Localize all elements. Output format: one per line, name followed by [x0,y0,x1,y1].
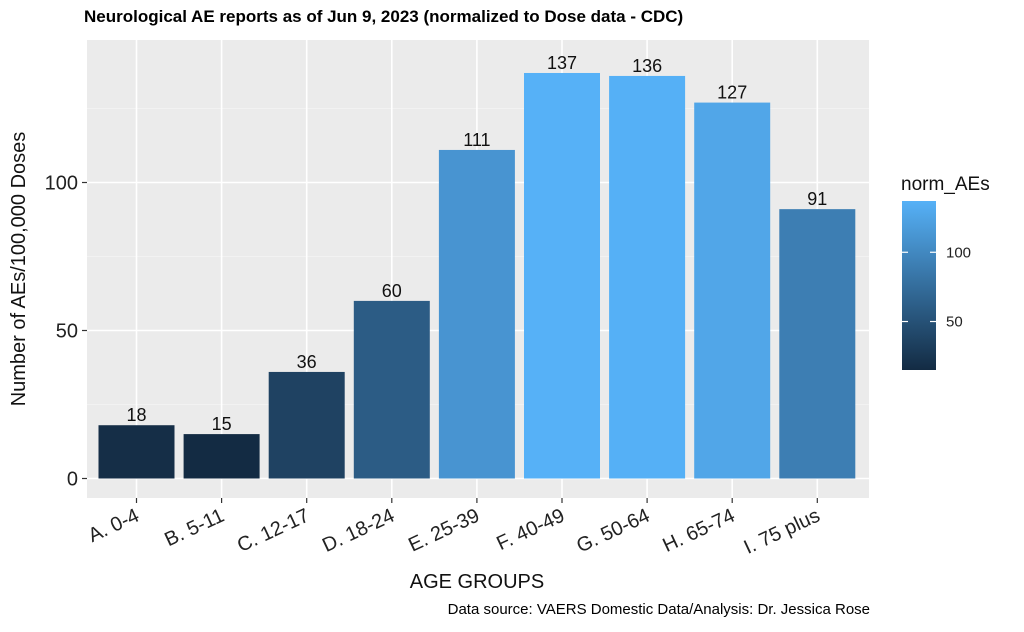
y-tick-label: 50 [56,321,78,343]
bar [98,425,175,479]
data-source-caption: Data source: VAERS Domestic Data/Analysi… [447,601,870,618]
data-label: 60 [382,281,402,301]
legend-tick-label: 50 [946,314,963,331]
x-axis-title: AGE GROUPS [410,571,544,593]
legend-tick-label: 100 [946,244,971,261]
x-tick-label: F. 40-49 [493,505,568,555]
y-tick-label: 100 [45,173,78,195]
x-tick-label: I. 75 plus [741,505,824,559]
x-tick-label: H. 65-74 [659,505,738,557]
x-tick-label: A. 0-4 [85,505,143,547]
bar [609,75,686,479]
y-tick-label: 0 [67,469,78,491]
bar [353,300,430,479]
data-label: 18 [126,405,146,425]
data-label: 15 [212,414,232,434]
y-axis-title: Number of AEs/100,000 Doses [8,132,30,407]
data-label: 91 [807,189,827,209]
data-label: 127 [717,83,747,103]
x-tick-label: E. 25-39 [405,505,483,557]
data-label: 136 [632,56,662,76]
data-label: 111 [463,130,490,150]
x-tick-label: G. 50-64 [573,505,653,558]
chart-title: Neurological AE reports as of Jun 9, 202… [84,7,684,26]
data-label: 36 [297,352,317,372]
bar [438,149,515,479]
bar [524,72,600,479]
data-label: 137 [547,53,577,73]
x-tick-label: D. 18-24 [319,505,398,557]
legend-title: norm_AEs [901,174,990,195]
bar [183,434,260,479]
bar [779,209,856,479]
legend-colorbar [902,201,936,370]
bar [694,102,771,479]
x-tick-label: B. 5-11 [161,505,227,552]
bar [268,371,345,479]
x-tick-label: C. 12-17 [234,505,313,557]
